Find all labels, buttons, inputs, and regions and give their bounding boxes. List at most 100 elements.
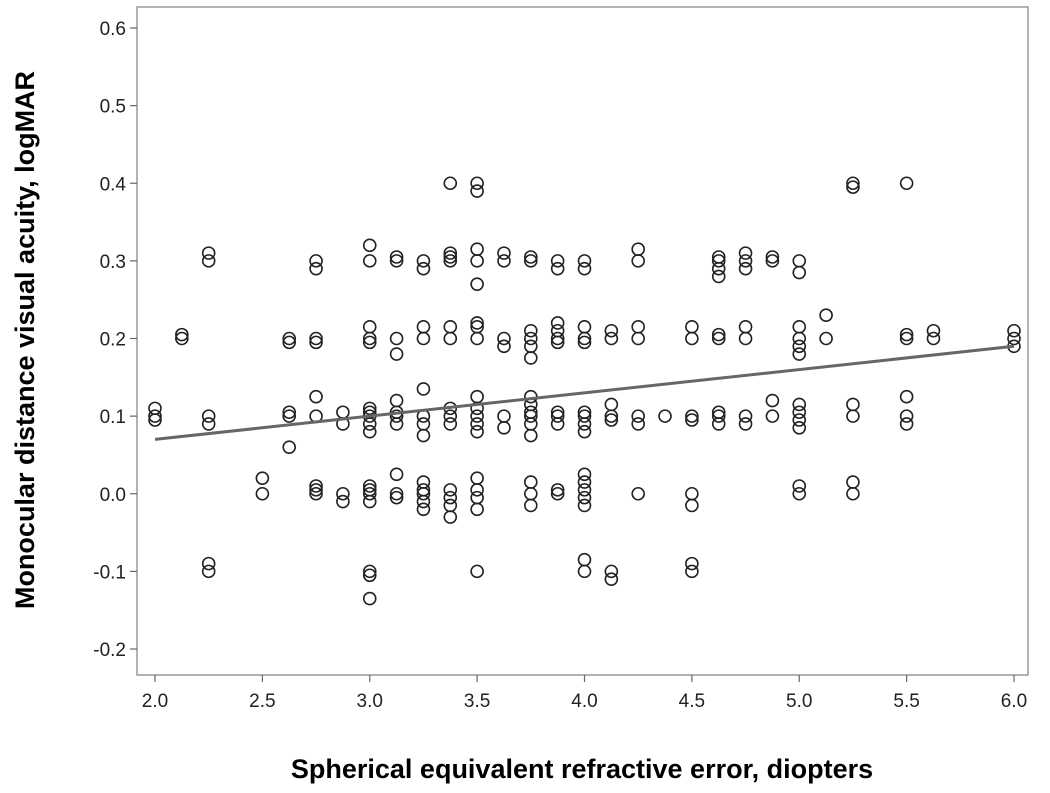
y-tick-label: 0.1 <box>100 407 126 428</box>
data-point <box>524 498 538 513</box>
data-point <box>201 564 216 579</box>
data-point <box>604 331 619 346</box>
data-point <box>148 409 162 423</box>
data-point <box>389 467 404 482</box>
data-point <box>524 351 538 365</box>
data-point <box>792 486 807 501</box>
data-point <box>443 250 458 264</box>
data-point <box>577 331 592 346</box>
x-tick-label: 5.5 <box>893 691 919 712</box>
data-point <box>631 417 645 431</box>
data-point <box>148 413 162 427</box>
data-point <box>362 486 377 501</box>
data-point <box>899 327 914 342</box>
data-point <box>309 486 323 501</box>
data-point <box>470 502 484 517</box>
data-point <box>550 316 565 330</box>
data-point <box>497 420 511 435</box>
data-point <box>792 331 807 346</box>
data-point <box>470 424 484 439</box>
data-point <box>658 409 672 423</box>
data-point <box>550 417 565 431</box>
x-tick-label: 3.0 <box>357 691 383 712</box>
data-point <box>792 347 807 361</box>
data-point <box>282 335 297 350</box>
data-point <box>631 331 645 346</box>
x-tick-label: 3.5 <box>464 691 490 712</box>
data-point <box>309 331 323 346</box>
data-point <box>738 409 753 423</box>
data-point <box>309 261 323 276</box>
data-point <box>792 397 807 412</box>
data-point <box>175 327 189 342</box>
y-axis-title: Monocular distance visual acuity, logMAR <box>10 71 40 609</box>
data-point <box>309 479 323 493</box>
data-point <box>577 483 592 497</box>
data-point <box>711 417 726 431</box>
data-point <box>792 405 807 420</box>
data-point <box>362 568 377 583</box>
data-point <box>362 335 377 350</box>
data-point <box>792 479 807 493</box>
data-point <box>550 335 565 350</box>
data-point <box>470 331 484 346</box>
data-point <box>282 440 297 454</box>
data-point <box>765 409 780 423</box>
x-axis-title: Spherical equivalent refractive error, d… <box>291 754 873 784</box>
data-point <box>497 339 511 354</box>
x-axis: 2.0 2.5 3.0 3.5 4.0 4.5 5.0 5.5 6.0 <box>142 675 1027 712</box>
data-point <box>389 254 404 268</box>
data-point <box>524 409 538 423</box>
data-point <box>175 331 189 346</box>
data-point <box>604 409 619 423</box>
data-point <box>443 510 458 524</box>
data-point <box>846 180 860 194</box>
data-point <box>282 405 297 420</box>
data-point <box>201 556 216 571</box>
x-tick-label: 2.0 <box>142 691 168 712</box>
data-point <box>470 316 484 330</box>
data-point <box>711 327 726 342</box>
data-point <box>685 409 699 423</box>
data-point <box>577 335 592 350</box>
data-point <box>738 331 753 346</box>
data-point <box>738 417 753 431</box>
data-point <box>497 331 511 346</box>
data-point <box>362 238 377 253</box>
data-point <box>470 409 484 423</box>
data-point <box>524 323 538 338</box>
trendline <box>154 344 1015 441</box>
data-point <box>416 331 431 346</box>
data-point <box>416 502 431 517</box>
y-tick-label: 0.5 <box>100 97 126 118</box>
data-point <box>577 490 592 505</box>
data-point <box>389 250 404 264</box>
data-point <box>470 564 484 579</box>
data-point <box>443 417 458 431</box>
data-point <box>711 409 726 423</box>
data-point <box>899 417 914 431</box>
data-point <box>470 417 484 431</box>
data-point <box>738 254 753 268</box>
data-point <box>711 269 726 284</box>
data-point <box>577 254 592 268</box>
data-point <box>631 254 645 268</box>
data-point <box>765 254 780 268</box>
x-tick-label: 2.5 <box>249 691 275 712</box>
data-point <box>685 556 699 571</box>
data-point <box>819 331 833 346</box>
data-point <box>362 424 377 439</box>
data-point <box>416 428 431 443</box>
data-point <box>846 486 860 501</box>
y-tick-label: 0.3 <box>100 252 126 273</box>
data-point <box>577 498 592 513</box>
data-point <box>899 331 914 346</box>
data-point <box>792 420 807 435</box>
data-point <box>1007 331 1021 346</box>
data-point <box>470 184 484 198</box>
data-point <box>389 347 404 361</box>
data-point <box>577 564 592 579</box>
data-point <box>577 409 592 423</box>
data-point <box>443 254 458 268</box>
